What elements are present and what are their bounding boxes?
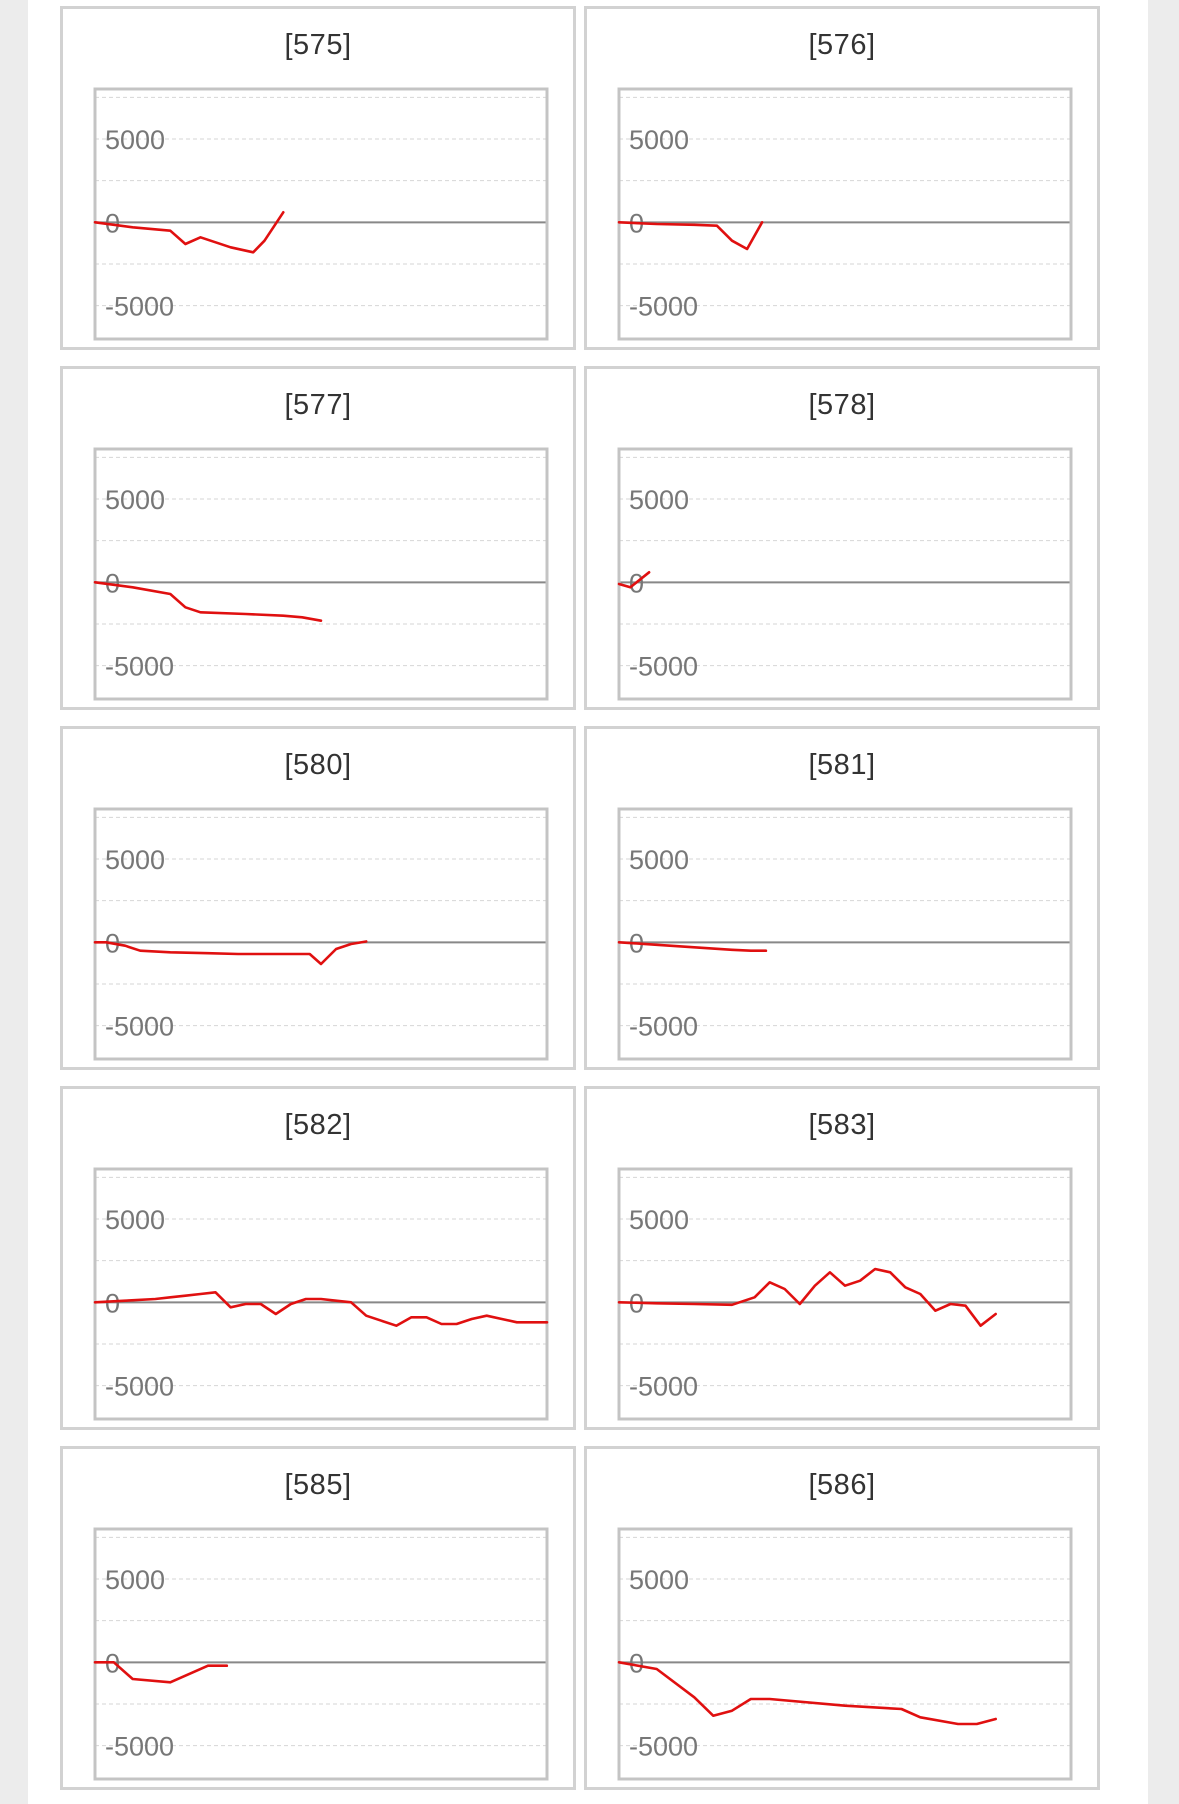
y-tick-label: 5000 [629, 845, 689, 875]
plot-frame [617, 87, 1073, 341]
series-line [617, 941, 768, 952]
series-line [617, 1661, 998, 1726]
y-tick-label: -5000 [629, 1732, 698, 1762]
y-tick-label: -5000 [105, 1372, 174, 1402]
chart-panel: [582] 5000 0 -5000 [60, 1086, 576, 1430]
plot-frame [93, 1527, 549, 1781]
y-tick-label: -5000 [629, 292, 698, 322]
chart-panel: [583] 5000 0 -5000 [584, 1086, 1100, 1430]
plot-frame [617, 807, 1073, 1061]
plot-frame [93, 1167, 549, 1421]
series-line [93, 940, 368, 966]
y-tick-label: -5000 [629, 652, 698, 682]
series-line [617, 571, 651, 589]
plot-frame [93, 807, 549, 1061]
series-line [617, 221, 764, 251]
page: [575] 5000 0 -5000 [576] 5000 0 -5000 [577] 5000 0… [28, 0, 1148, 1804]
chart-panel: [580] 5000 0 -5000 [60, 726, 576, 1070]
y-tick-label: 5000 [629, 485, 689, 515]
plot-frame [617, 1527, 1073, 1781]
y-tick-label: 5000 [105, 1205, 165, 1235]
chart-plot: 5000 0 -5000 [617, 1527, 1073, 1781]
chart-title: [581] [808, 749, 876, 781]
chart-panel: [575] 5000 0 -5000 [60, 6, 576, 350]
plot-frame [93, 447, 549, 701]
chart-panel: [578] 5000 0 -5000 [584, 366, 1100, 710]
chart-title: [585] [284, 1469, 352, 1501]
chart-panel: [577] 5000 0 -5000 [60, 366, 576, 710]
chart-title: [586] [808, 1469, 876, 1501]
y-tick-label: 5000 [105, 485, 165, 515]
chart-grid: [575] 5000 0 -5000 [576] 5000 0 -5000 [577] 5000 0… [28, 0, 1148, 1804]
series-line [93, 581, 323, 622]
y-tick-label: -5000 [105, 652, 174, 682]
chart-title: [580] [284, 749, 352, 781]
plot-frame [617, 1167, 1073, 1421]
y-tick-label: 5000 [629, 1205, 689, 1235]
chart-title: [578] [808, 389, 876, 421]
y-tick-label: -5000 [105, 1732, 174, 1762]
y-tick-label: 0 [105, 1288, 120, 1318]
y-tick-label: 5000 [629, 1565, 689, 1595]
chart-title: [576] [808, 29, 876, 61]
series-line [93, 1291, 549, 1327]
chart-panel: [576] 5000 0 -5000 [584, 6, 1100, 350]
chart-panel: [586] 5000 0 -5000 [584, 1446, 1100, 1790]
y-tick-label: -5000 [105, 1012, 174, 1042]
series-line [93, 211, 285, 254]
y-tick-label: -5000 [629, 1012, 698, 1042]
y-tick-label: 5000 [105, 125, 165, 155]
y-tick-label: -5000 [105, 292, 174, 322]
series-line [93, 1661, 229, 1684]
chart-title: [575] [284, 29, 352, 61]
y-tick-label: 5000 [105, 1565, 165, 1595]
y-tick-label: -5000 [629, 1372, 698, 1402]
chart-plot: 5000 0 -5000 [93, 1167, 549, 1421]
series-line [617, 1267, 998, 1327]
chart-panel: [581] 5000 0 -5000 [584, 726, 1100, 1070]
y-tick-label: 0 [629, 1648, 644, 1678]
plot-frame [93, 87, 549, 341]
chart-title: [582] [284, 1109, 352, 1141]
chart-panel: [585] 5000 0 -5000 [60, 1446, 576, 1790]
chart-title: [583] [808, 1109, 876, 1141]
plot-frame [617, 447, 1073, 701]
chart-title: [577] [284, 389, 352, 421]
y-tick-label: 5000 [105, 845, 165, 875]
y-tick-label: 5000 [629, 125, 689, 155]
